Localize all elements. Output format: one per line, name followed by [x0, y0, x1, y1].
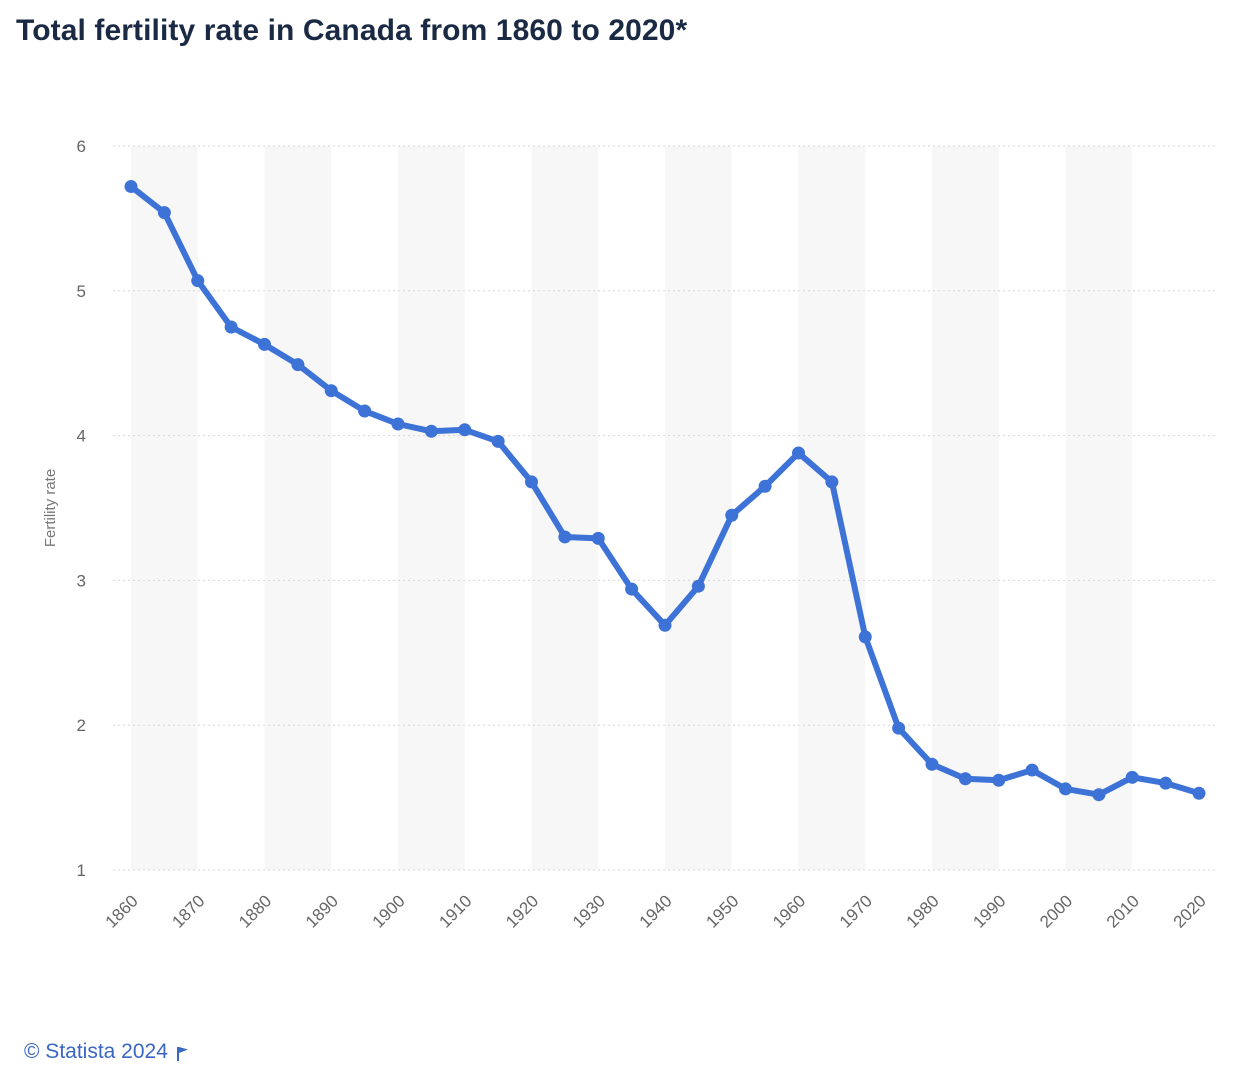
x-tick-1860: 1860	[102, 891, 142, 931]
x-tick-2000: 2000	[1036, 891, 1076, 931]
point-1975[interactable]	[892, 721, 906, 735]
point-2000[interactable]	[1059, 782, 1072, 796]
x-tick-1920: 1920	[502, 891, 542, 931]
point-1890[interactable]	[324, 384, 338, 398]
x-tick-2010: 2010	[1103, 891, 1143, 931]
point-1875[interactable]	[224, 320, 238, 334]
point-1980[interactable]	[925, 757, 939, 771]
point-1930[interactable]	[591, 531, 605, 545]
x-tick-1990: 1990	[969, 891, 1009, 931]
point-1995[interactable]	[1025, 763, 1039, 777]
y-axis-label: Fertility rate	[42, 469, 59, 547]
point-1900[interactable]	[391, 417, 405, 431]
point-1915[interactable]	[491, 434, 505, 448]
x-tick-1870: 1870	[168, 891, 208, 931]
band-1900	[398, 146, 465, 870]
point-1920[interactable]	[525, 475, 538, 489]
point-2010[interactable]	[1125, 770, 1139, 784]
x-tick-1980: 1980	[903, 891, 943, 931]
point-1990[interactable]	[992, 773, 1006, 787]
x-tick-2020: 2020	[1170, 891, 1210, 931]
x-tick-1970: 1970	[836, 891, 876, 931]
band-1960	[798, 146, 866, 870]
band-1920	[531, 146, 599, 870]
y-tick-5: 5	[77, 282, 86, 301]
point-1895[interactable]	[358, 404, 372, 418]
column-bands	[131, 146, 1133, 870]
point-1935[interactable]	[625, 582, 639, 596]
point-1970[interactable]	[858, 630, 872, 644]
footer: © Statista 2024	[24, 1040, 190, 1064]
grid-lines	[113, 145, 1217, 871]
point-1925[interactable]	[558, 530, 572, 544]
point-1865[interactable]	[157, 206, 171, 220]
point-1955[interactable]	[758, 479, 772, 493]
point-2020[interactable]	[1192, 786, 1206, 800]
point-1905[interactable]	[424, 424, 438, 438]
chart-title: Total fertility rate in Canada from 1860…	[16, 14, 688, 47]
x-tick-1890: 1890	[302, 891, 342, 931]
point-2005[interactable]	[1092, 788, 1106, 802]
x-tick-1930: 1930	[569, 891, 609, 931]
point-1880[interactable]	[258, 337, 271, 351]
copyright-text: © Statista 2024	[24, 1040, 168, 1063]
point-2015[interactable]	[1159, 776, 1173, 790]
x-tick-1900: 1900	[369, 891, 409, 931]
x-axis-ticks: 1860 1870 1880 1890 1900 1910 1920 1930 1940 1950…	[102, 891, 1210, 931]
series-fertility-rate	[124, 180, 1206, 802]
y-axis-ticks: 1 2 3 4 5 6	[77, 137, 86, 880]
y-tick-1: 1	[77, 861, 86, 880]
y-tick-6: 6	[77, 137, 86, 156]
point-1945[interactable]	[691, 579, 705, 593]
x-tick-1910: 1910	[435, 891, 475, 931]
x-tick-1880: 1880	[235, 891, 275, 931]
point-1965[interactable]	[825, 475, 839, 489]
point-1910[interactable]	[458, 423, 472, 437]
point-1960[interactable]	[792, 446, 805, 460]
x-tick-1960: 1960	[769, 891, 809, 931]
band-1980	[932, 146, 999, 870]
x-tick-1940: 1940	[636, 891, 676, 931]
point-1885[interactable]	[291, 358, 305, 372]
band-1880	[264, 146, 332, 870]
y-tick-4: 4	[77, 427, 86, 446]
point-1870[interactable]	[191, 274, 205, 288]
flag-icon[interactable]	[176, 1044, 190, 1061]
band-1860	[131, 146, 198, 870]
point-1860[interactable]	[124, 180, 138, 194]
x-tick-1950: 1950	[702, 891, 742, 931]
point-1985[interactable]	[958, 772, 972, 786]
point-1950[interactable]	[725, 508, 739, 522]
y-tick-2: 2	[77, 716, 86, 735]
band-1940	[665, 146, 732, 870]
band-2000	[1065, 146, 1133, 870]
y-tick-3: 3	[77, 571, 86, 590]
point-1940[interactable]	[658, 618, 672, 632]
